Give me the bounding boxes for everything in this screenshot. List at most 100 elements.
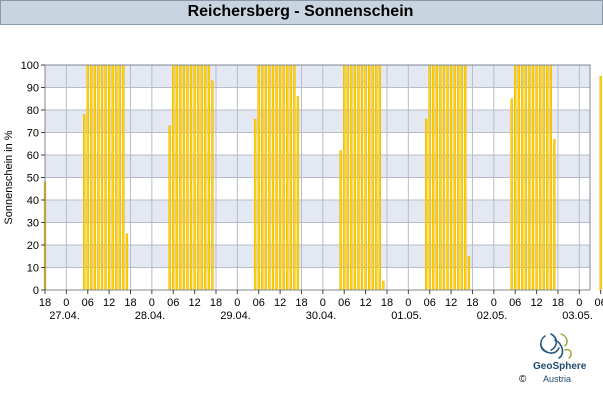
sunshine-bar xyxy=(268,64,271,291)
x-tick-label: 18 xyxy=(552,297,564,309)
x-tick-label: 0 xyxy=(63,297,69,309)
sunshine-bar xyxy=(432,64,435,291)
sunshine-bar xyxy=(464,64,467,291)
sunshine-bar xyxy=(424,118,428,291)
sunshine-bar xyxy=(457,64,460,291)
sunshine-bar xyxy=(360,64,364,291)
sunshine-bar xyxy=(439,64,442,291)
x-tick-label: 06 xyxy=(338,297,350,309)
sunshine-bar xyxy=(371,64,374,291)
x-tick-label: 0 xyxy=(149,297,155,309)
sunshine-bar xyxy=(524,64,528,291)
x-date-label: 02.05. xyxy=(477,310,508,322)
sunshine-bar xyxy=(186,64,189,291)
sunshine-bar xyxy=(346,64,349,291)
sunshine-bar xyxy=(535,64,538,291)
page-title: Reichersberg - Sonnenschein xyxy=(187,3,414,20)
x-tick-label: 0 xyxy=(320,297,326,309)
sunshine-bar xyxy=(271,64,275,291)
sunshine-bar xyxy=(442,64,446,291)
x-date-label: 01.05. xyxy=(391,310,422,322)
y-tick-label: 70 xyxy=(27,128,39,140)
x-date-label: 30.04. xyxy=(306,310,337,322)
sunshine-bar xyxy=(531,64,535,291)
sunshine-bar xyxy=(542,64,545,291)
sunshine-bar xyxy=(378,64,382,291)
sunshine-bar xyxy=(125,233,129,291)
x-date-label: 27.04. xyxy=(49,310,80,322)
x-tick-label: 12 xyxy=(530,297,542,309)
sunshine-bar xyxy=(549,64,552,291)
x-tick-label: 18 xyxy=(124,297,136,309)
x-tick-label: 06 xyxy=(424,297,436,309)
x-tick-label: 06 xyxy=(253,297,265,309)
x-tick-label: 0 xyxy=(576,297,582,309)
sunshine-bar xyxy=(193,64,196,291)
sunshine-bar xyxy=(382,280,385,291)
sunshine-bar xyxy=(282,64,285,291)
sunshine-bar xyxy=(293,64,296,291)
sunshine-bar xyxy=(111,64,114,291)
x-tick-label: 12 xyxy=(445,297,457,309)
sunshine-bar xyxy=(460,64,463,291)
sunshine-bar xyxy=(200,64,203,291)
y-tick-label: 40 xyxy=(27,195,39,207)
x-tick-label: 18 xyxy=(295,297,307,309)
sunshine-bar xyxy=(446,64,449,291)
sunshine-bar xyxy=(189,64,193,291)
x-tick-label: 18 xyxy=(466,297,478,309)
x-tick-label: 06 xyxy=(595,297,603,309)
x-tick-label: 0 xyxy=(234,297,240,309)
copyright-symbol: © xyxy=(519,374,527,385)
plot-band xyxy=(45,200,590,223)
logo-subtitle: Austria xyxy=(543,374,572,384)
sunshine-bar xyxy=(100,64,104,291)
y-axis-title: Sonnenschein in % xyxy=(3,130,15,224)
sunshine-bar xyxy=(253,118,257,291)
sunshine-bar xyxy=(172,64,175,291)
sunshine-bar xyxy=(339,150,342,291)
sunshine-bar xyxy=(428,64,431,291)
sunshine-bar xyxy=(286,64,289,291)
x-tick-label: 06 xyxy=(82,297,94,309)
x-tick-label: 06 xyxy=(167,297,179,309)
sunshine-bar xyxy=(528,64,531,291)
sunshine-bar xyxy=(264,64,268,291)
x-date-label: 28.04. xyxy=(135,310,166,322)
x-tick-label: 06 xyxy=(509,297,521,309)
y-tick-label: 90 xyxy=(27,83,39,95)
x-tick-label: 12 xyxy=(188,297,200,309)
sunshine-bar xyxy=(514,64,517,291)
sunshine-bar xyxy=(104,64,107,291)
plot-band xyxy=(45,110,590,133)
plot-band xyxy=(45,155,590,178)
sunshine-bar xyxy=(97,64,100,291)
sunshine-bar xyxy=(196,64,200,291)
sunshine-bar xyxy=(538,64,542,291)
sunshine-bar xyxy=(275,64,278,291)
sunshine-bar xyxy=(510,98,513,291)
x-tick-label: 12 xyxy=(103,297,115,309)
sunshine-bar xyxy=(364,64,367,291)
x-tick-label: 12 xyxy=(359,297,371,309)
plot-band xyxy=(45,65,590,88)
y-tick-label: 30 xyxy=(27,218,39,230)
sunshine-bar xyxy=(435,64,439,291)
sunshine-bar xyxy=(122,64,125,291)
sunshine-bar xyxy=(546,64,549,291)
x-date-label: 03.05. xyxy=(562,310,593,322)
sunshine-bar xyxy=(357,64,360,291)
x-date-label: 29.04. xyxy=(220,310,251,322)
y-tick-label: 100 xyxy=(21,60,39,72)
sunshine-bar xyxy=(83,114,86,291)
sunshine-bar xyxy=(115,64,118,291)
sunshine-bar xyxy=(278,64,282,291)
sunshine-bar xyxy=(553,139,556,291)
y-tick-label: 20 xyxy=(27,240,39,252)
y-tick-label: 80 xyxy=(27,105,39,117)
x-tick-label: 18 xyxy=(210,297,222,309)
sunshine-bar xyxy=(517,64,520,291)
geosphere-logo-icon xyxy=(539,333,572,359)
sunshine-bar xyxy=(343,64,346,291)
